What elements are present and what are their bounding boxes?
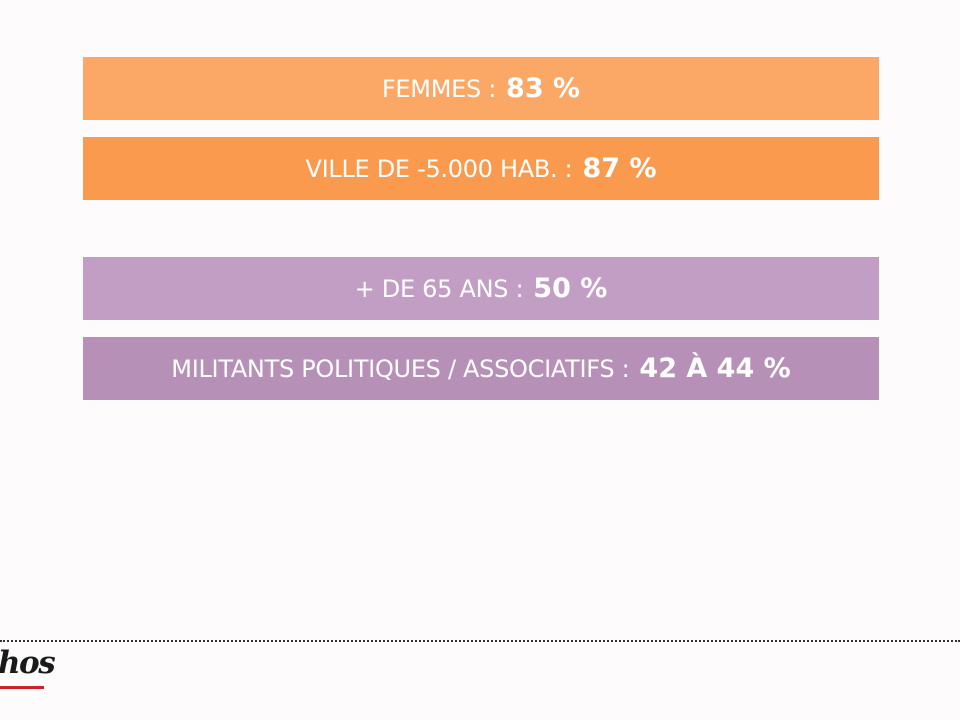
stat-label: FEMMES : bbox=[381, 74, 497, 103]
stat-value: 50 % bbox=[533, 273, 608, 304]
stat-label: VILLE DE -5.000 HAB. : bbox=[305, 154, 573, 183]
stat-value: 42 À 44 % bbox=[639, 353, 791, 384]
stat-label: MILITANTS POLITIQUES / ASSOCIATIFS : bbox=[171, 354, 630, 383]
stat-bar-age: + DE 65 ANS : 50 % bbox=[83, 257, 879, 320]
footer-divider bbox=[0, 640, 960, 642]
stat-label: + DE 65 ANS : bbox=[354, 274, 524, 303]
stat-value: 83 % bbox=[506, 73, 581, 104]
stat-bar-femmes: FEMMES : 83 % bbox=[83, 57, 879, 120]
brand-logo: hos bbox=[0, 645, 56, 681]
logo-underline bbox=[0, 686, 44, 689]
stat-bar-ville: VILLE DE -5.000 HAB. : 87 % bbox=[83, 137, 879, 200]
stat-value: 87 % bbox=[582, 153, 657, 184]
stat-bar-militants: MILITANTS POLITIQUES / ASSOCIATIFS : 42 … bbox=[83, 337, 879, 400]
